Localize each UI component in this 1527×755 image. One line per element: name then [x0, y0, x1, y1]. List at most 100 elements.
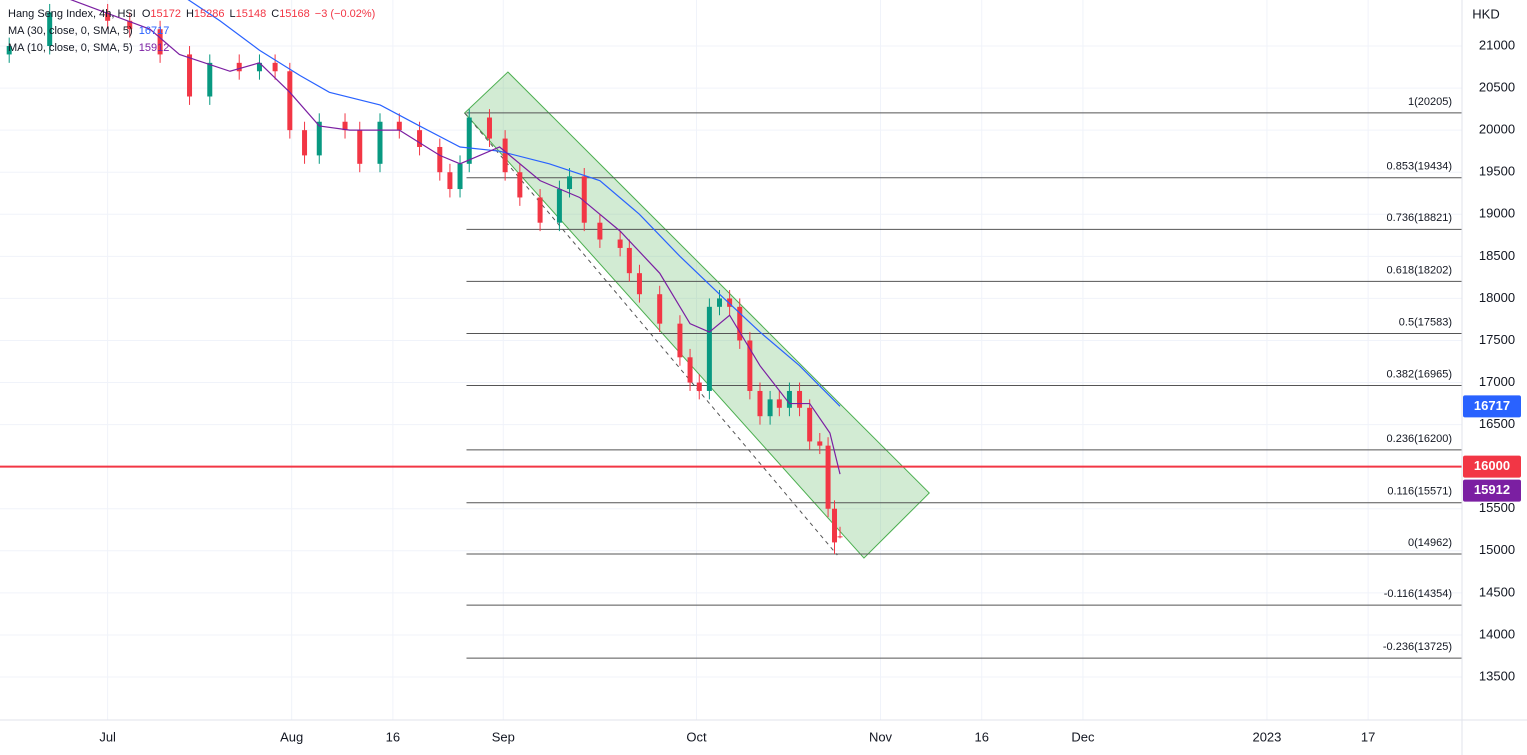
candle-body [316, 121, 322, 156]
candle-body [727, 298, 733, 307]
candle-body [236, 62, 242, 72]
price-badge-label: 16000 [1474, 458, 1510, 473]
candle-body [696, 382, 702, 391]
x-tick-label: 16 [974, 729, 988, 744]
moving-average [70, 0, 841, 475]
candle-body [486, 117, 492, 139]
fib-label: 0.382(16965) [1387, 368, 1452, 380]
candle-body [716, 298, 722, 307]
candle-body [502, 138, 508, 173]
y-tick-label: 20500 [1479, 80, 1515, 95]
y-tick-label: 16500 [1479, 416, 1515, 431]
price-badge [1463, 455, 1521, 478]
fib-label: 0(14962) [1408, 537, 1452, 549]
candle-body [342, 121, 348, 131]
moving-average [187, 0, 841, 407]
candle-body [537, 197, 543, 223]
y-tick-label: 13500 [1479, 668, 1515, 683]
y-tick-label: 14000 [1479, 626, 1515, 641]
candle-body [825, 445, 831, 509]
y-tick-label: 18500 [1479, 248, 1515, 263]
ohlc-key: H [186, 8, 194, 20]
candle-body [657, 294, 663, 324]
change: −3 (−0.02%) [315, 8, 376, 20]
ohlc-key: C [271, 8, 279, 20]
candle-body [832, 508, 838, 543]
legend-entry: MA (30, close, 0, SMA, 5) [8, 25, 133, 37]
fib-label: 1(20205) [1408, 96, 1452, 108]
y-tick-label: 17000 [1479, 374, 1515, 389]
x-tick-label: Oct [686, 729, 707, 744]
candle-body [807, 407, 813, 442]
y-tick-label: 19000 [1479, 206, 1515, 221]
x-tick-label: Nov [869, 729, 893, 744]
candle-body [417, 130, 423, 147]
candle-body [105, 12, 111, 21]
axes: 13500 14000 14500 15000 15500 16000 16500 17000… [99, 37, 1521, 744]
candle-body [747, 340, 753, 391]
ohlc-value: 15168 [279, 8, 310, 20]
y-tick-label: 20000 [1479, 122, 1515, 137]
ohlc-key: L [230, 8, 236, 20]
candle-body [466, 117, 472, 164]
legend-entry: MA (10, close, 0, SMA, 5) [8, 42, 133, 54]
candle-body [567, 176, 573, 190]
price-badge-label: 15912 [1474, 482, 1510, 497]
plot-area: 1(20205) 0.853(19434) 0.736(18821) 0.618(18… [0, 0, 1462, 659]
fib-label: 0.736(18821) [1387, 212, 1452, 224]
candle-body [187, 54, 193, 97]
trend-line [464, 112, 838, 556]
candle-body [837, 536, 843, 538]
price-badge [1463, 395, 1521, 418]
candle-body [817, 441, 823, 446]
candle-body [687, 357, 693, 383]
x-tick-label: Jul [99, 729, 116, 744]
y-tick-label: 15500 [1479, 500, 1515, 515]
y-tick-label: 18000 [1479, 290, 1515, 305]
y-tick-label: 17500 [1479, 332, 1515, 347]
candle-body [581, 176, 587, 223]
fib-label: 0.116(15571) [1387, 486, 1452, 498]
candle-body [157, 29, 163, 55]
fib-label: 0.853(19434) [1387, 161, 1452, 173]
candle-body [517, 172, 523, 198]
candle-body [447, 172, 453, 190]
candle-body [302, 130, 308, 156]
fib-label: 0.5(17583) [1399, 316, 1452, 328]
ohlc-value: 15172 [150, 8, 181, 20]
candle-body [677, 323, 683, 358]
y-tick-label: 15000 [1479, 542, 1515, 557]
candle-body [706, 306, 712, 391]
candle-body [767, 399, 773, 417]
candle-body [457, 163, 463, 190]
currency: HKD [1472, 6, 1499, 21]
candle-body [127, 20, 133, 30]
ohlc-key: O [142, 8, 151, 20]
x-tick-label: 16 [386, 729, 400, 744]
candle-body [396, 121, 402, 131]
candle-body [287, 71, 293, 131]
price-badge-label: 16717 [1474, 398, 1510, 413]
candle-body [636, 273, 642, 295]
candle-body [626, 247, 632, 274]
legend: Hang Seng Index, 4h, HSI O 15172 H 15286 L 151… [8, 8, 375, 54]
x-tick-label: 17 [1361, 729, 1375, 744]
x-tick-label: 2023 [1252, 729, 1281, 744]
candle-body [6, 46, 12, 55]
candle-body [786, 390, 792, 408]
ohlc-value: 15148 [236, 8, 267, 20]
candle-body [207, 62, 213, 97]
y-tick-label: 19500 [1479, 164, 1515, 179]
candle-body [757, 390, 763, 417]
ohlc-value: 15286 [194, 8, 225, 20]
fib-label: -0.116(14354) [1384, 588, 1452, 600]
y-tick-label: 14500 [1479, 584, 1515, 599]
candle-body [556, 189, 562, 223]
candle-body [797, 390, 803, 408]
candle-body [437, 146, 443, 173]
fib-label: -0.236(13725) [1383, 641, 1452, 653]
channel [463, 71, 930, 559]
legend-value: 15912 [139, 42, 170, 54]
